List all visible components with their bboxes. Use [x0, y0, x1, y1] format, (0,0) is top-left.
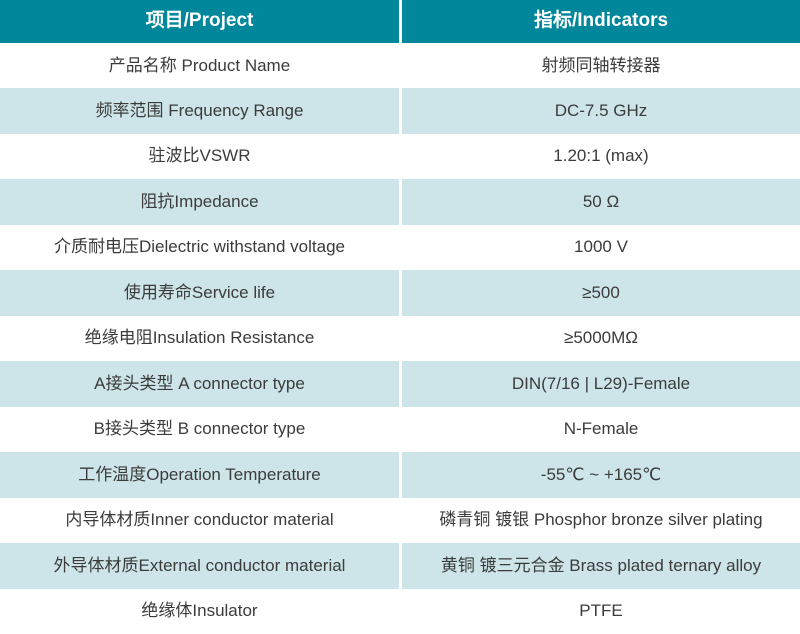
- indicator-value: -55℃ ~ +165℃: [540, 464, 662, 484]
- project-label: 绝缘电阻Insulation Resistance: [84, 328, 315, 348]
- project-cell: 使用寿命Service life: [0, 270, 399, 316]
- indicator-cell: DC-7.5 GHz: [402, 88, 800, 134]
- project-label: B接头类型 B connector type: [93, 419, 306, 439]
- table-row: B接头类型 B connector type N-Female: [0, 406, 800, 453]
- project-cell: A接头类型 A connector type: [0, 361, 399, 407]
- indicator-cell: N-Female: [402, 406, 800, 453]
- indicator-cell: 1000 V: [402, 224, 800, 271]
- table-row: 使用寿命Service life ≥500: [0, 270, 800, 316]
- indicator-value: ≥5000MΩ: [563, 328, 639, 348]
- project-cell: 工作温度Operation Temperature: [0, 452, 399, 498]
- project-label: 外导体材质External conductor material: [53, 555, 346, 575]
- table-row: 阻抗Impedance 50 Ω: [0, 179, 800, 225]
- column-divider: [399, 224, 402, 271]
- indicator-value: DIN(7/16 | L29)-Female: [511, 373, 691, 393]
- project-cell: 外导体材质External conductor material: [0, 543, 399, 589]
- header-project-cell: 项目/Project: [0, 0, 399, 43]
- column-divider: [399, 452, 402, 498]
- project-label: 产品名称 Product Name: [108, 55, 291, 75]
- header-project-label: 项目/Project: [145, 10, 254, 32]
- project-label: 驻波比VSWR: [148, 146, 251, 166]
- table-row: 产品名称 Product Name 射频同轴转接器: [0, 43, 800, 89]
- project-label: 阻抗Impedance: [140, 191, 259, 211]
- project-cell: 阻抗Impedance: [0, 179, 399, 225]
- indicator-cell: DIN(7/16 | L29)-Female: [402, 361, 800, 407]
- table-row: 驻波比VSWR 1.20:1 (max): [0, 133, 800, 180]
- table-row: 频率范围 Frequency Range DC-7.5 GHz: [0, 88, 800, 134]
- table-row: 介质耐电压Dielectric withstand voltage 1000 V: [0, 224, 800, 271]
- project-cell: 内导体材质Inner conductor material: [0, 497, 399, 544]
- project-cell: 绝缘体Insulator: [0, 588, 399, 634]
- table-row: 工作温度Operation Temperature -55℃ ~ +165℃: [0, 452, 800, 498]
- indicator-cell: 50 Ω: [402, 179, 800, 225]
- indicator-cell: 磷青铜 镀银 Phosphor bronze silver plating: [402, 497, 800, 544]
- project-label: 工作温度Operation Temperature: [78, 464, 321, 484]
- project-label: 介质耐电压Dielectric withstand voltage: [54, 237, 345, 257]
- table-row: 绝缘体Insulator PTFE: [0, 588, 800, 634]
- column-divider: [399, 88, 402, 134]
- project-label: 内导体材质Inner conductor material: [65, 510, 334, 530]
- project-label: 绝缘体Insulator: [141, 601, 258, 621]
- column-divider: [399, 406, 402, 453]
- indicator-cell: ≥500: [402, 270, 800, 316]
- table-header-row: 项目/Project 指标/Indicators: [0, 0, 800, 43]
- indicator-value: PTFE: [579, 601, 623, 621]
- table-row: A接头类型 A connector type DIN(7/16 | L29)-F…: [0, 361, 800, 407]
- indicator-value: 黄铜 镀三元合金 Brass plated ternary alloy: [440, 555, 762, 575]
- header-indicators-label: 指标/Indicators: [533, 10, 669, 32]
- column-divider: [399, 543, 402, 589]
- indicator-cell: -55℃ ~ +165℃: [402, 452, 800, 498]
- table-row: 内导体材质Inner conductor material 磷青铜 镀银 Pho…: [0, 497, 800, 544]
- project-cell: 产品名称 Product Name: [0, 43, 399, 89]
- column-divider: [399, 270, 402, 316]
- column-divider: [399, 0, 402, 43]
- column-divider: [399, 497, 402, 544]
- column-divider: [399, 315, 402, 362]
- project-label: 频率范围 Frequency Range: [95, 101, 304, 120]
- indicator-value: 1.20:1 (max): [553, 146, 649, 166]
- indicator-value: 50 Ω: [582, 191, 620, 211]
- project-cell: B接头类型 B connector type: [0, 406, 399, 453]
- indicator-value: DC-7.5 GHz: [554, 101, 648, 120]
- table-row: 绝缘电阻Insulation Resistance ≥5000MΩ: [0, 315, 800, 362]
- indicator-value: 磷青铜 镀银 Phosphor bronze silver plating: [439, 510, 763, 530]
- column-divider: [399, 43, 402, 89]
- project-cell: 介质耐电压Dielectric withstand voltage: [0, 224, 399, 271]
- indicator-cell: 黄铜 镀三元合金 Brass plated ternary alloy: [402, 543, 800, 589]
- indicator-value: 1000 V: [574, 237, 628, 257]
- project-cell: 频率范围 Frequency Range: [0, 88, 399, 134]
- indicator-value: N-Female: [563, 419, 639, 439]
- indicator-cell: 1.20:1 (max): [402, 133, 800, 180]
- indicator-value: 射频同轴转接器: [541, 55, 661, 75]
- header-indicators-cell: 指标/Indicators: [402, 0, 800, 43]
- indicator-value: ≥500: [582, 282, 620, 302]
- project-cell: 绝缘电阻Insulation Resistance: [0, 315, 399, 362]
- column-divider: [399, 133, 402, 180]
- project-label: 使用寿命Service life: [123, 282, 276, 302]
- project-cell: 驻波比VSWR: [0, 133, 399, 180]
- indicator-cell: ≥5000MΩ: [402, 315, 800, 362]
- indicator-cell: 射频同轴转接器: [402, 43, 800, 89]
- column-divider: [399, 588, 402, 634]
- column-divider: [399, 179, 402, 225]
- table-row: 外导体材质External conductor material 黄铜 镀三元合…: [0, 543, 800, 589]
- indicator-cell: PTFE: [402, 588, 800, 634]
- column-divider: [399, 361, 402, 407]
- project-label: A接头类型 A connector type: [94, 373, 305, 393]
